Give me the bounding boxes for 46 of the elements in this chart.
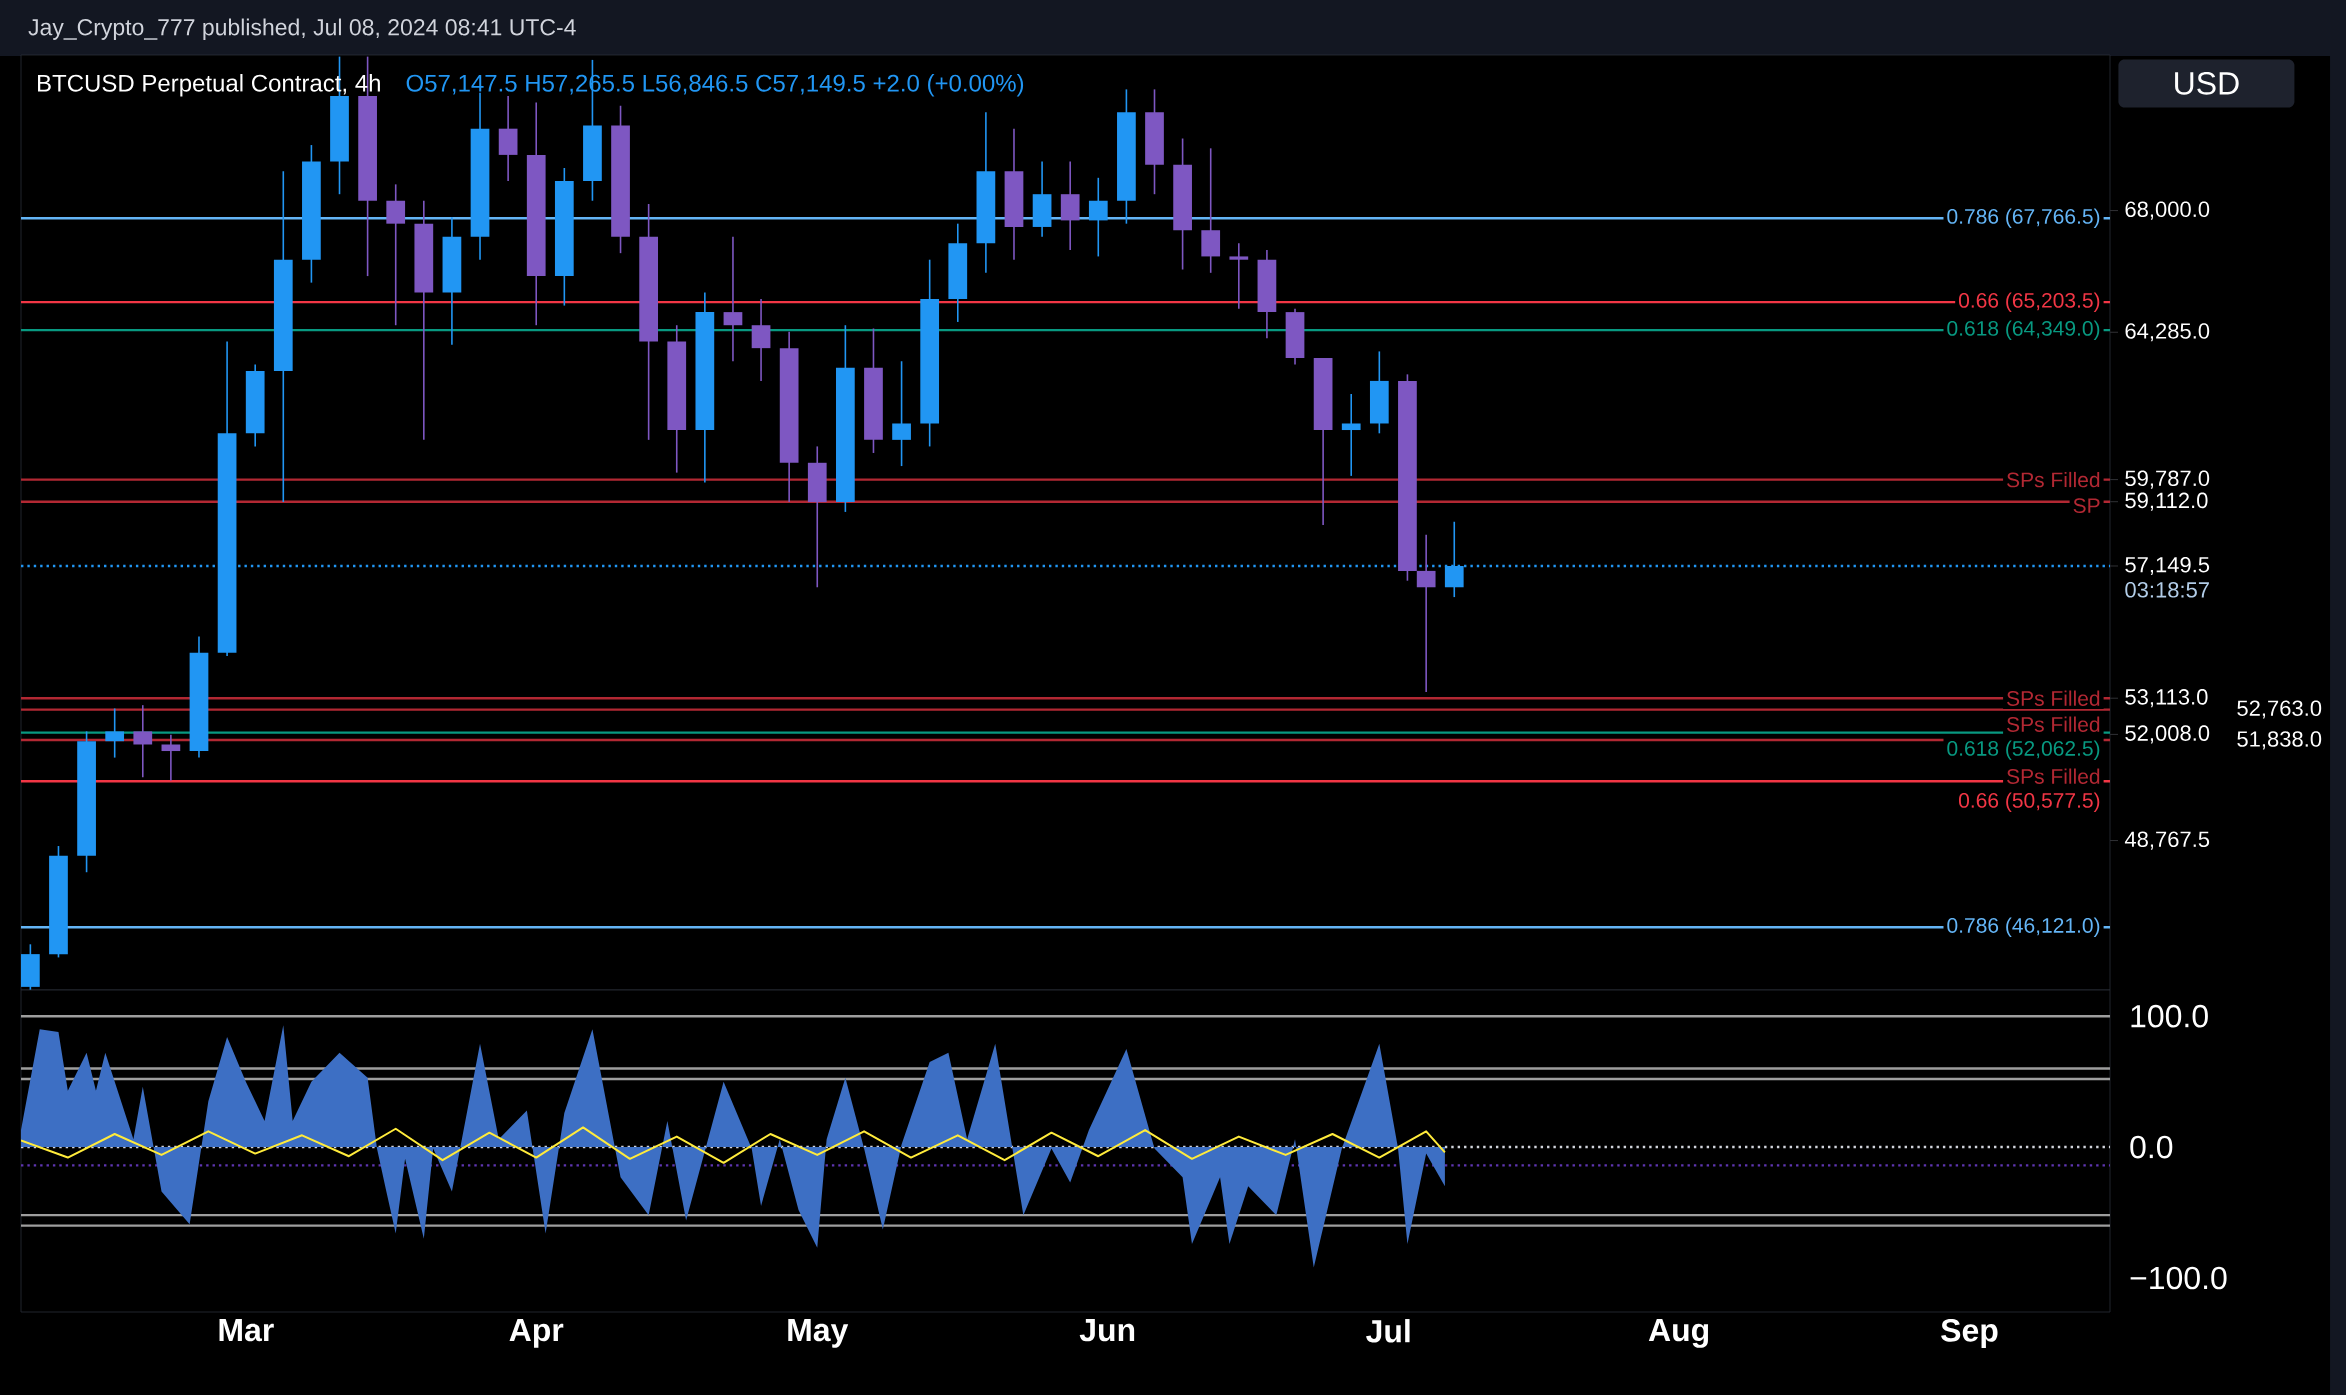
y-tick-label: 59,112.0: [2125, 492, 2208, 511]
candlestick: [1416, 534, 1436, 693]
ref-line-label: SPs Filled: [2007, 768, 2100, 784]
x-tick-label: Jul: [1366, 1319, 1410, 1343]
ref-line-label: 0.786 (46,121.0): [1947, 917, 2100, 938]
ref-line-label: 0.66 (65,203.5): [1958, 292, 2100, 312]
y-tick-label: 48,767.5: [2124, 831, 2210, 850]
y-tick-label: 100.0: [2131, 1004, 2208, 1028]
candlestick: [1341, 393, 1361, 477]
candlestick: [1088, 177, 1108, 258]
ref-line-label: 0.618 (52,062.5): [1947, 740, 2100, 760]
ref-line-label: SPs Filled: [2007, 690, 2100, 706]
y-tick-label: −100.0: [2130, 1266, 2227, 1290]
candlestick: [723, 235, 743, 363]
ref-line-label: SPs Filled: [2007, 471, 2100, 488]
x-tick-label: Apr: [509, 1319, 564, 1348]
text: 51,838.0: [2237, 731, 2322, 750]
y-tick-label: 64,285.0: [2125, 323, 2210, 342]
x-tick-label: May: [788, 1319, 849, 1348]
ref-line-label: SP: [2073, 498, 2100, 514]
y-tick-label: 53,113.0: [2125, 689, 2208, 708]
x-tick-label: Mar: [219, 1319, 274, 1342]
candlestick: [133, 704, 153, 779]
ref-line-label: 0.66 (50,577.5): [1958, 792, 2100, 812]
y-tick-label: 0.0: [2130, 1135, 2173, 1159]
candlestick: [161, 733, 181, 782]
ref-line-label: SPs Filled: [2007, 716, 2100, 732]
x-tick-label: Aug: [1648, 1319, 1709, 1348]
candlestick: [105, 707, 125, 759]
candlestick: [386, 183, 406, 327]
ref-line-label: 0.618 (64,349.0): [1947, 320, 2100, 340]
text: 52,763.0: [2237, 700, 2322, 719]
y-tick-label: 68,000.0: [2125, 201, 2210, 220]
y-axis-title: USD: [2175, 72, 2239, 95]
candlestick: [1229, 242, 1249, 310]
y-tick-label: 57,149.5: [2125, 556, 2210, 576]
candlestick: [751, 298, 771, 382]
y-tick-label: 52,008.0: [2125, 725, 2210, 744]
text: Jay_Crypto_777 published, Jul 08, 2024 08:41 UTC-4: [28, 18, 576, 40]
line-series: [21, 1126, 1446, 1164]
y-tick-label: 59,787.0: [2125, 470, 2210, 489]
x-tick-label: Sep: [1941, 1319, 1998, 1349]
x-tick-label: Jun: [1079, 1319, 1135, 1342]
text: 03:18:57: [2125, 582, 2209, 598]
candlestick: [892, 360, 911, 467]
ref-line-label: 0.786 (67,766.5): [1947, 208, 2100, 228]
